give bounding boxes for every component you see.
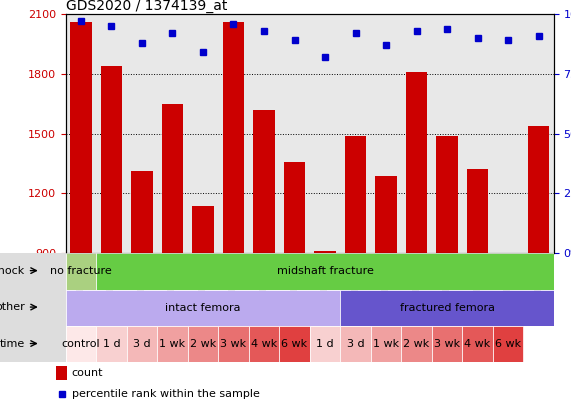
Bar: [157, 326, 188, 362]
Text: 4 wk: 4 wk: [251, 339, 277, 349]
Bar: [467, 169, 488, 253]
Text: percentile rank within the sample: percentile rank within the sample: [72, 389, 260, 399]
Text: GSM74221: GSM74221: [229, 253, 238, 302]
Text: GSM74222: GSM74222: [443, 253, 452, 302]
Text: GSM74216: GSM74216: [351, 253, 360, 302]
Text: GSM74224: GSM74224: [473, 253, 482, 302]
Text: time: time: [0, 339, 25, 349]
Bar: [528, 126, 549, 253]
Bar: [66, 290, 340, 326]
Bar: [436, 136, 458, 253]
Bar: [315, 251, 336, 253]
Bar: [249, 326, 279, 362]
Bar: [70, 22, 91, 253]
Text: GSM74226: GSM74226: [504, 253, 513, 302]
Text: shock: shock: [0, 266, 25, 276]
Bar: [375, 177, 397, 253]
Text: 2 wk: 2 wk: [190, 339, 216, 349]
Bar: [371, 326, 401, 362]
Bar: [340, 326, 371, 362]
Bar: [100, 66, 122, 253]
Bar: [127, 326, 157, 362]
Bar: [96, 326, 127, 362]
Text: GSM74219: GSM74219: [199, 253, 207, 302]
Bar: [162, 104, 183, 253]
Text: GSM74223: GSM74223: [259, 253, 268, 302]
Bar: [188, 326, 218, 362]
Text: 1 d: 1 d: [316, 339, 334, 349]
Bar: [66, 253, 96, 290]
Text: 3 wk: 3 wk: [434, 339, 460, 349]
Text: 1 d: 1 d: [103, 339, 120, 349]
Bar: [254, 110, 275, 253]
Text: GSM74220: GSM74220: [412, 253, 421, 302]
Text: 3 d: 3 d: [133, 339, 151, 349]
Bar: [279, 326, 309, 362]
Bar: [223, 22, 244, 253]
Text: 3 d: 3 d: [347, 339, 364, 349]
Text: 3 wk: 3 wk: [220, 339, 247, 349]
Bar: [493, 326, 524, 362]
Bar: [432, 326, 463, 362]
Text: GSM74228: GSM74228: [534, 253, 543, 302]
Text: 1 wk: 1 wk: [373, 339, 399, 349]
Text: 6 wk: 6 wk: [495, 339, 521, 349]
Text: 1 wk: 1 wk: [159, 339, 186, 349]
Text: GSM74217: GSM74217: [168, 253, 177, 302]
Bar: [56, 366, 67, 379]
Text: no fracture: no fracture: [50, 266, 112, 276]
Bar: [463, 326, 493, 362]
Text: GSM74214: GSM74214: [107, 253, 116, 302]
Text: 4 wk: 4 wk: [464, 339, 490, 349]
Text: GSM74225: GSM74225: [290, 253, 299, 302]
Text: 2 wk: 2 wk: [404, 339, 430, 349]
Text: GSM74215: GSM74215: [138, 253, 146, 302]
Bar: [218, 326, 249, 362]
Text: GSM74213: GSM74213: [77, 253, 86, 302]
Bar: [66, 326, 96, 362]
Text: 6 wk: 6 wk: [282, 339, 308, 349]
Bar: [284, 162, 305, 253]
Text: GDS2020 / 1374139_at: GDS2020 / 1374139_at: [66, 0, 227, 13]
Text: control: control: [62, 339, 100, 349]
Text: midshaft fracture: midshaft fracture: [276, 266, 373, 276]
Text: GSM74218: GSM74218: [381, 253, 391, 302]
Bar: [309, 326, 340, 362]
Bar: [497, 253, 519, 257]
Bar: [406, 72, 427, 253]
Bar: [401, 326, 432, 362]
Bar: [192, 206, 214, 253]
Bar: [345, 136, 366, 253]
Text: count: count: [72, 368, 103, 378]
Text: intact femora: intact femora: [165, 303, 241, 313]
Bar: [340, 290, 554, 326]
Text: other: other: [0, 302, 25, 312]
Text: GSM74227: GSM74227: [320, 253, 329, 302]
Text: fractured femora: fractured femora: [400, 303, 494, 313]
Bar: [131, 171, 152, 253]
